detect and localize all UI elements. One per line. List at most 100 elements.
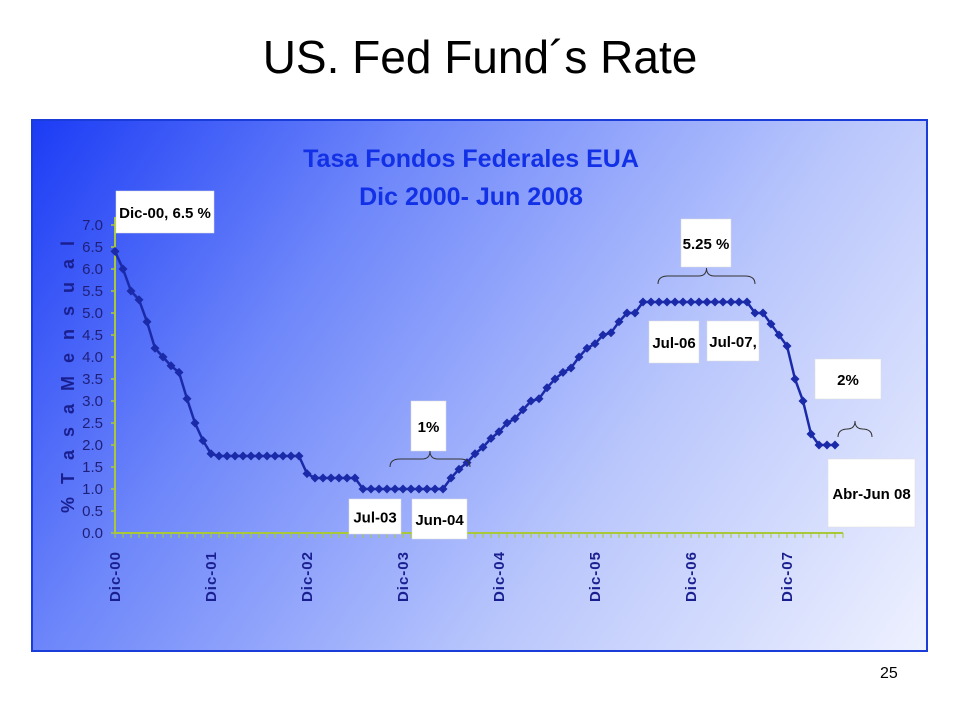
callout-one-percent-text: 1% [418,419,440,436]
y-axis-label: % T a s a M e n s u a l [58,237,78,513]
data-point [238,451,248,461]
data-point [398,484,408,494]
data-point [814,440,824,450]
callout-jul03-text: Jul-03 [353,510,396,527]
data-point [174,367,184,377]
x-tick-label: Dic-03 [395,551,412,602]
data-point [494,427,504,437]
data-point [694,297,704,307]
chart-panel: Tasa Fondos Federales EUA Dic 2000- Jun … [31,119,928,652]
data-point [382,484,392,494]
data-point [822,440,832,450]
data-point [486,433,496,443]
brace-525 [657,267,756,285]
data-point [422,484,432,494]
data-point [406,484,416,494]
data-point [606,328,616,338]
callout-dic00-text: Dic-00, 6.5 % [119,205,211,222]
brace-two-percent [837,420,873,438]
y-tick-label: 3.0 [82,393,103,410]
callout-jun04-box [411,498,468,540]
callout-jul06-text: Jul-06 [652,335,695,352]
callout-jul07-text: Jul-07, [709,334,757,351]
data-point [502,418,512,428]
data-point [590,339,600,349]
chart-title: Tasa Fondos Federales EUA [303,145,639,173]
callout-jul06: Jul-06 [648,320,700,364]
data-point [830,440,840,450]
data-point [726,297,736,307]
data-point [134,295,144,305]
callout-abr-jun08-box [827,458,916,528]
callout-525: 5.25 % [680,218,732,268]
data-point [678,297,688,307]
callout-525-box [680,218,732,268]
y-tick-label: 2.0 [82,437,103,454]
callout-one-percent-box [410,400,447,452]
x-tick-label: Dic-00 [107,551,124,602]
callout-dic00-box [115,190,215,234]
callout-two-percent-box [814,358,882,400]
page-number: 25 [880,665,898,682]
chart-subtitle: Dic 2000- Jun 2008 [359,183,583,211]
callout-jul03: Jul-03 [348,498,402,535]
data-point [310,473,320,483]
y-tick-label: 3.5 [82,371,103,388]
data-point [246,451,256,461]
y-tick-label: 0.0 [82,525,103,542]
data-point [230,451,240,461]
data-point [566,363,576,373]
data-point [342,473,352,483]
data-point [294,451,304,461]
y-tick-label: 7.0 [82,217,103,234]
data-point [582,343,592,353]
data-point [806,429,816,439]
data-point [254,451,264,461]
y-tick-label: 1.0 [82,481,103,498]
data-point [742,297,752,307]
data-point [438,484,448,494]
data-point [142,317,152,327]
data-point [278,451,288,461]
data-point [782,341,792,351]
data-point [462,458,472,468]
data-point [366,484,376,494]
data-point [390,484,400,494]
x-tick-label: Dic-06 [683,551,700,602]
axes-layer: 0.0 0.5 1.0 1.5 2.0 2.5 3.0 3.5 4.0 4.5 5.0 5.5 6.0 6… [82,217,844,602]
data-point [622,308,632,318]
y-tick-label: 2.5 [82,415,103,432]
data-point [614,317,624,327]
callout-dic00: Dic-00, 6.5 % [115,190,215,234]
y-tick-label: 4.5 [82,327,103,344]
callout-layer: Dic-00, 6.5 % 1% Jul-03 Jun-04 5.25 % Jul-06 J… [115,190,916,540]
x-tick-label: Dic-07 [779,551,796,602]
x-tick-label: Dic-02 [299,551,316,602]
data-point [126,286,136,296]
x-tick-label: Dic-01 [203,551,220,602]
data-point [702,297,712,307]
y-tick-label: 4.0 [82,349,103,366]
data-point [430,484,440,494]
data-point [774,330,784,340]
data-point [518,405,528,415]
callout-jun04-text: Jun-04 [415,512,464,529]
data-point [350,473,360,483]
brace-one-percent [389,450,471,468]
x-tick-label: Dic-05 [587,551,604,602]
data-point [286,451,296,461]
data-point [510,414,520,424]
y-tick-label: 1.5 [82,459,103,476]
callout-525-text: 5.25 % [683,236,730,253]
data-point [670,297,680,307]
data-point [270,451,280,461]
data-point [654,297,664,307]
data-point [326,473,336,483]
data-point [534,394,544,404]
data-point [110,246,120,256]
chart-svg: Tasa Fondos Federales EUA Dic 2000- Jun … [58,145,916,602]
data-point [222,451,232,461]
data-point [734,297,744,307]
data-point [766,319,776,329]
callout-abr-jun08-text: Abr-Jun 08 [832,486,910,503]
